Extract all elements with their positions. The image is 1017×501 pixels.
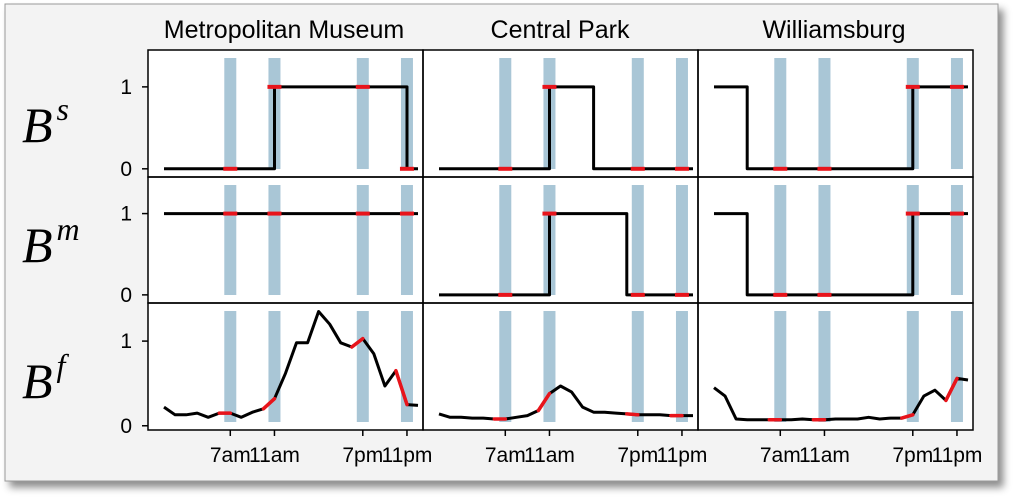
y-tick-label: 0: [120, 415, 132, 438]
series-line: [713, 376, 969, 422]
panel-background: [148, 177, 423, 303]
highlight-band: [950, 58, 963, 169]
highlight-band: [224, 311, 237, 422]
x-tick-label: 11am: [249, 444, 300, 467]
series-line: [439, 85, 693, 171]
highlight-band: [675, 185, 688, 295]
highlight-band: [268, 311, 281, 422]
highlight-segment: [350, 336, 365, 349]
x-tick-label: 7pm: [892, 444, 933, 467]
panel-background: [698, 303, 973, 430]
highlight-band: [631, 58, 644, 169]
highlight-segment: [536, 391, 552, 413]
column-title: Metropolitan Museum: [164, 16, 404, 44]
highlight-band: [356, 311, 369, 422]
panel-background: [423, 303, 698, 430]
y-tick-label: 0: [120, 284, 132, 307]
y-tick-label: 1: [120, 203, 132, 226]
highlight-band: [774, 311, 787, 422]
panel-background: [423, 177, 698, 303]
series-line: [438, 384, 693, 421]
y-tick-label: 0: [120, 158, 132, 181]
highlight-band: [950, 185, 963, 295]
highlight-band: [631, 311, 644, 422]
panel-background: [698, 177, 973, 303]
x-tick-label: 7am: [760, 444, 801, 467]
x-tick-label: 11pm: [656, 444, 707, 467]
highlight-band: [818, 185, 831, 295]
highlight-band: [818, 311, 831, 422]
highlight-band: [950, 311, 963, 422]
highlight-band: [906, 311, 919, 422]
highlight-segment: [944, 376, 959, 403]
highlight-band: [499, 311, 512, 422]
highlight-segment: [394, 368, 409, 407]
highlight-band: [631, 185, 644, 295]
highlight-band: [224, 185, 237, 295]
highlight-band: [774, 185, 787, 295]
highlight-segment: [900, 413, 915, 420]
column-title: Williamsburg: [762, 16, 905, 44]
column-title: Central Park: [491, 16, 630, 44]
x-tick-label: 7pm: [617, 444, 658, 467]
panel-background: [423, 50, 698, 177]
x-tick-label: 11pm: [931, 444, 982, 467]
highlight-band: [818, 58, 831, 169]
highlight-band: [543, 311, 556, 422]
highlight-band: [675, 311, 688, 422]
x-tick-label: 11am: [524, 444, 575, 467]
highlight-band: [675, 58, 688, 169]
highlight-band: [400, 185, 413, 295]
highlight-band: [356, 58, 369, 169]
y-tick-label: 1: [120, 330, 132, 353]
highlight-segment: [625, 412, 640, 417]
panel-border: [697, 302, 974, 431]
highlight-segment: [261, 396, 277, 411]
highlight-band: [499, 185, 512, 295]
y-tick-label: 1: [120, 76, 132, 99]
x-tick-label: 7pm: [342, 444, 383, 467]
series-line: [163, 310, 419, 419]
highlight-band: [499, 58, 512, 169]
panel-background: [148, 50, 423, 177]
x-tick-label: 7am: [485, 444, 526, 467]
panel-background: [698, 50, 973, 177]
highlight-band: [774, 58, 787, 169]
x-tick-label: 11am: [799, 444, 850, 467]
highlight-band: [268, 185, 281, 295]
highlight-band: [356, 185, 369, 295]
x-tick-label: 7am: [210, 444, 251, 467]
panel-background: [148, 303, 423, 430]
x-tick-label: 11pm: [381, 444, 432, 467]
highlight-band: [224, 58, 237, 169]
